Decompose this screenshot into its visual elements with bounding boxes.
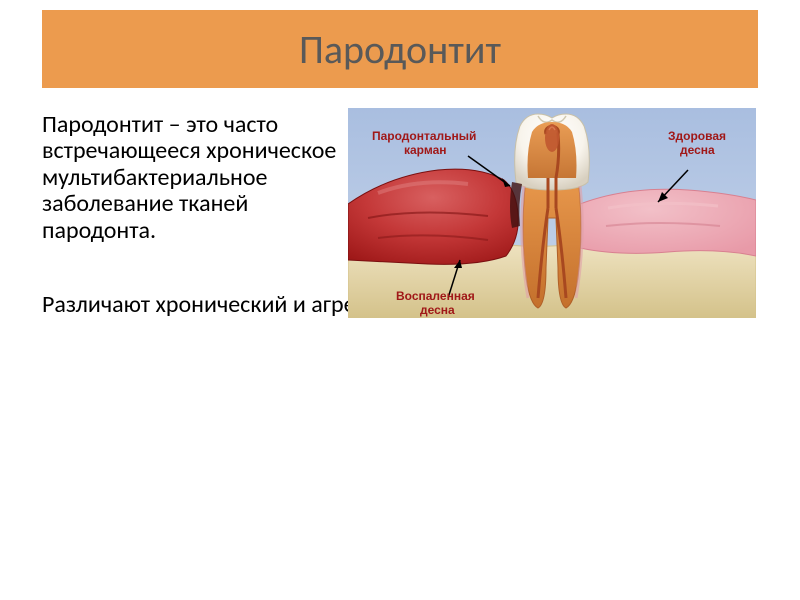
svg-text:карман: карман xyxy=(404,143,447,157)
title-bar: Пародонтит xyxy=(42,10,758,88)
slide-title: Пародонтит xyxy=(42,10,758,88)
label-inflamed-gum: Воспаленная xyxy=(396,289,475,303)
svg-text:десна: десна xyxy=(420,303,455,317)
tooth-diagram: Пародонтальный карман Здоровая десна Вос… xyxy=(348,108,756,318)
paragraph-definition: Пародонтит – это часто встречающееся хро… xyxy=(42,112,342,244)
slide: Пародонтит Пародонтит – это часто встреч… xyxy=(0,0,800,600)
svg-text:десна: десна xyxy=(680,143,715,157)
label-pocket: Пародонтальный xyxy=(372,129,476,143)
label-healthy-gum: Здоровая xyxy=(668,129,726,143)
